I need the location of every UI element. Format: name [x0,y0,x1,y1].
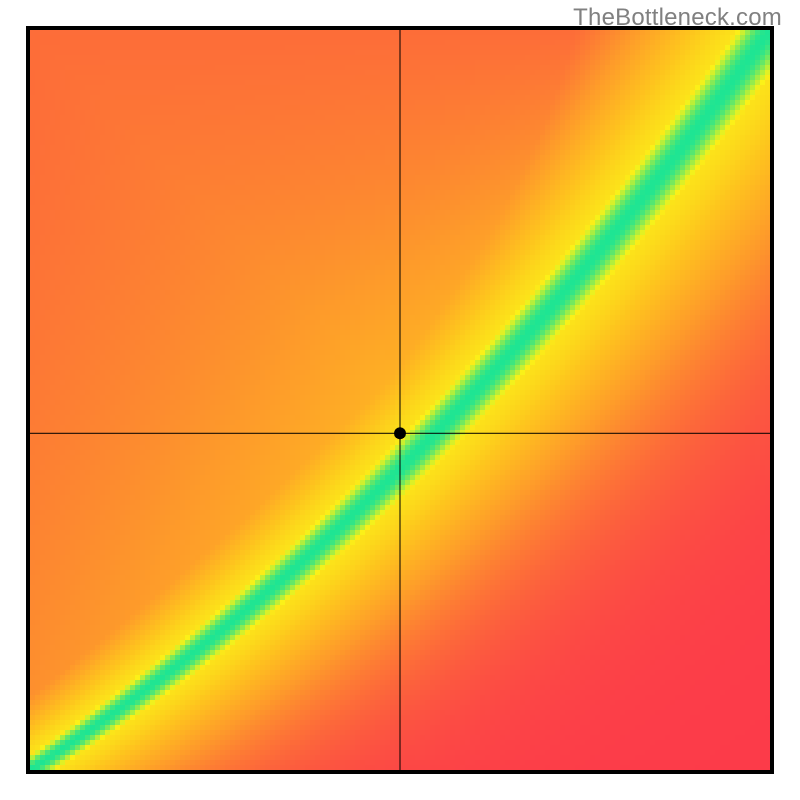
watermark-text: TheBottleneck.com [573,4,782,32]
bottleneck-heatmap [0,0,800,800]
chart-container: { "watermark": "TheBottleneck.com", "hea… [0,0,800,800]
